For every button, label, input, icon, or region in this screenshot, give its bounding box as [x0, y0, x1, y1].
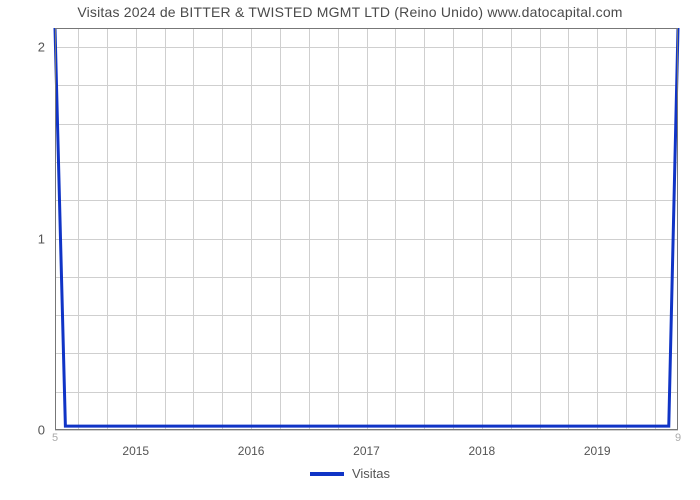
legend-label: Visitas: [352, 466, 390, 481]
xtick-label: 2019: [584, 444, 611, 458]
xtick-label: 2015: [122, 444, 149, 458]
xtick-label: 2018: [469, 444, 496, 458]
ytick-label: 0: [0, 423, 45, 438]
line-series-layer: [55, 28, 678, 430]
ytick-label: 1: [0, 231, 45, 246]
gridline-horizontal: [55, 430, 678, 431]
xtick-label: 2016: [238, 444, 265, 458]
xtick-corner-label: 5: [52, 432, 58, 444]
legend: Visitas: [0, 466, 700, 481]
plot-area: [55, 28, 678, 430]
xtick-corner-label: 9: [675, 432, 681, 444]
ytick-label: 2: [0, 40, 45, 55]
chart-title: Visitas 2024 de BITTER & TWISTED MGMT LT…: [0, 4, 700, 20]
series-line: [55, 28, 678, 426]
legend-swatch: [310, 472, 344, 476]
chart-container: Visitas 2024 de BITTER & TWISTED MGMT LT…: [0, 0, 700, 500]
xtick-label: 2017: [353, 444, 380, 458]
